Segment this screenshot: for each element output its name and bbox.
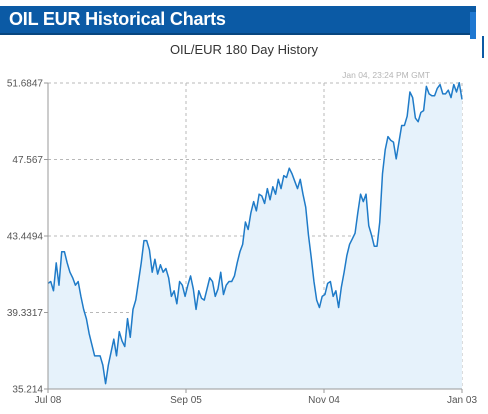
x-tick-label-3: Jan 03 xyxy=(447,395,477,406)
page-header: OIL EUR Historical Charts xyxy=(0,6,476,39)
x-tick-label-0: Jul 08 xyxy=(35,395,62,406)
price-area xyxy=(48,82,462,389)
x-tick-label-2: Nov 04 xyxy=(308,395,340,406)
x-axis-ticks: Jul 08 Sep 05 Nov 04 Jan 03 xyxy=(35,389,477,406)
page-title: OIL EUR Historical Charts xyxy=(9,9,226,29)
y-tick-label-2: 43.4494 xyxy=(7,231,44,242)
y-tick-label-4: 35.214 xyxy=(12,385,43,396)
y-tick-label-0: 51.6847 xyxy=(7,79,44,90)
y-tick-label-3: 39.3317 xyxy=(7,308,44,319)
price-line xyxy=(47,81,463,385)
y-axis-ticks: 51.6847 47.567 43.4494 39.3317 35.214 xyxy=(7,79,48,396)
x-tick-label-1: Sep 05 xyxy=(170,395,202,406)
edge-divider xyxy=(482,36,484,58)
chart-title: OIL/EUR 180 Day History xyxy=(169,42,319,57)
timestamp-label: Jan 04, 23:24 PM GMT xyxy=(342,70,430,80)
header-accent xyxy=(470,12,476,39)
y-tick-label-1: 47.567 xyxy=(12,155,43,166)
